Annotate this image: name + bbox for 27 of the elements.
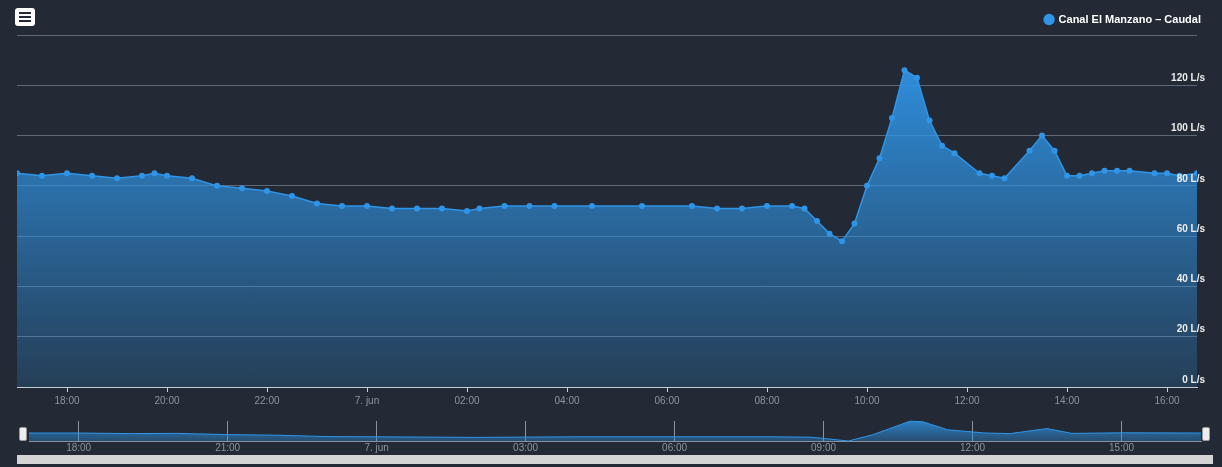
x-tick-label: 20:00 — [154, 394, 180, 406]
x-tick-label: 18:00 — [66, 441, 92, 453]
x-tick-label: 06:00 — [662, 441, 688, 453]
x-tick-label: 16:00 — [1154, 394, 1180, 406]
legend-label: Canal El Manzano – Caudal — [1058, 12, 1201, 25]
x-tick-label: 12:00 — [954, 394, 980, 406]
x-tick-label: 7. jun — [364, 441, 389, 453]
y-tick-label: 20 L/s — [1176, 323, 1206, 335]
x-tick-label: 18:00 — [54, 394, 80, 406]
x-tick-label: 08:00 — [754, 394, 780, 406]
x-tick-label: 12:00 — [960, 441, 986, 453]
x-tick-label: 15:00 — [1109, 441, 1135, 453]
x-tick-label: 06:00 — [654, 394, 680, 406]
x-tick-label: 03:00 — [513, 441, 539, 453]
y-tick-label: 120 L/s — [1171, 72, 1206, 84]
x-tick-label: 22:00 — [254, 394, 280, 406]
x-tick-label: 02:00 — [454, 394, 480, 406]
x-tick-label: 14:00 — [1054, 394, 1080, 406]
y-tick-label: 100 L/s — [1171, 122, 1206, 134]
x-tick-label: 09:00 — [811, 441, 837, 453]
x-tick-label: 04:00 — [554, 394, 580, 406]
x-tick-label: 21:00 — [215, 441, 241, 453]
x-tick-label: 7. jun — [354, 394, 380, 406]
y-tick-label: 60 L/s — [1176, 222, 1206, 234]
x-tick-label: 10:00 — [854, 394, 880, 406]
y-tick-label: 40 L/s — [1176, 273, 1206, 285]
y-tick-label: 0 L/s — [1182, 373, 1206, 385]
